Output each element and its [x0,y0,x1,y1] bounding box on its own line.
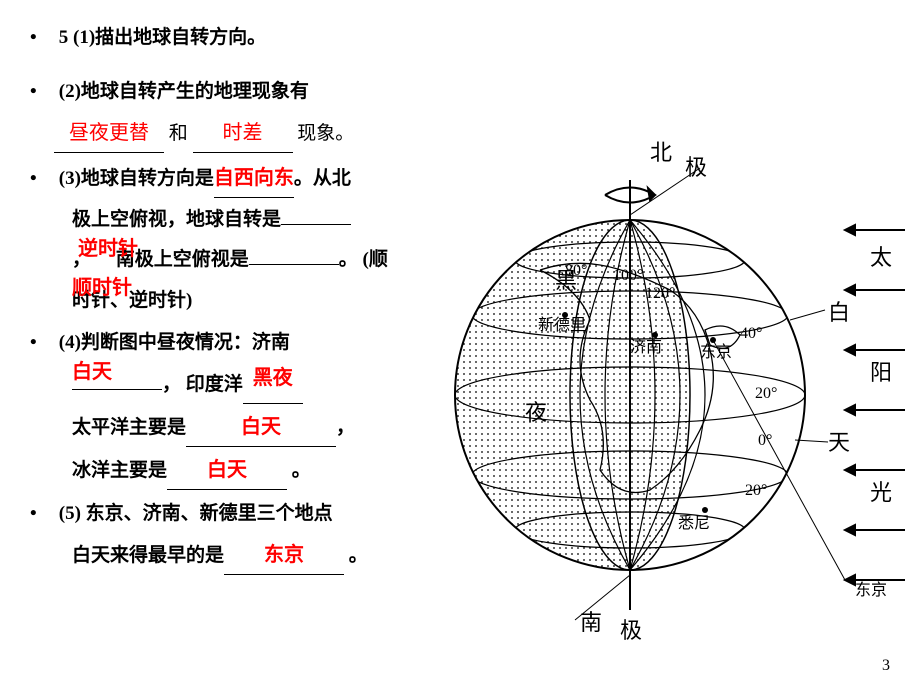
label-xini: 悉尼 [678,514,710,532]
q4-line3: 太平洋主要是 白天 ， [30,408,430,447]
blank-q2b: 时差 [193,114,293,153]
label-tian: 天 [828,430,850,455]
q4-t2: ， 印度洋 [162,374,243,395]
bullet: • [30,20,54,56]
label-pole2: 极 [620,618,642,640]
q3-t6: (顺 [363,249,388,270]
q4-t4: ， [336,417,355,438]
q4-prefix: (4) [59,332,81,353]
q2-suffix: 现象。 [297,123,354,144]
q5-t2: 白天来得最早的是 [72,545,224,566]
ans-q3b: 逆时针 [78,230,138,268]
ans-q4b: 黑夜 [253,367,293,389]
label-lat20n: 20° [755,385,777,402]
q5-line1: • (5) 东京、济南、新德里三个地点 [30,496,430,532]
q4-t1: 判断图中昼夜情况：济南 [81,332,290,353]
q2-t1: 地球自转产生的地理现象有 [81,81,309,102]
q3-line4: 顺时针 时针、逆时针) [30,283,430,319]
ans-q4c: 白天 [241,416,281,438]
bullet: • [30,74,54,110]
q5-prefix: (5) [59,503,81,524]
ans-q2a: 昼夜更替 [69,122,149,144]
q3-t1: 地球自转方向是 [81,168,214,189]
q4-line4: 冰洋主要是 白天 。 [30,451,430,490]
ans-q3a: 自西向东 [214,167,294,189]
ans-q4d: 白天 [207,459,247,481]
dot-xini [702,507,708,513]
blank-q4b: 黑夜 [243,365,303,404]
q5-t3: 。 [349,545,368,566]
label-yang: 阳 [870,360,892,385]
q1-prefix: 5 (1) [59,27,95,48]
bullet: • [30,325,54,361]
q3-line1: • (3)地球自转方向是自西向东。从北 [30,159,430,198]
ans-q3c: 顺时针 [72,269,132,307]
q3-t2: 。从北 [294,168,351,189]
q2-mid: 和 [169,123,188,144]
ans-q2b: 时差 [223,122,263,144]
blank-q5a: 东京 [224,536,344,575]
label-lat40: 40° [740,325,762,342]
blank-q2a: 昼夜更替 [54,114,164,153]
globe-svg: 太 白 阳 天 光 东京 北 极 南 极 夜 黑 [450,120,910,640]
blank-q3b [281,224,351,225]
q4-t3: 太平洋主要是 [72,417,186,438]
q1-text: 描出地球自转方向。 [95,27,266,48]
label-north: 北 [650,140,672,165]
q5-t1: 东京、济南、新德里三个地点 [86,503,333,524]
blank-q4c: 白天 [186,408,336,447]
label-bai: 白 [828,300,850,325]
q2-line1: • (2)地球自转产生的地理现象有 [30,74,430,110]
label-jinan: 济南 [630,338,662,356]
blank-q4a [72,389,162,390]
q5-line2: 白天来得最早的是 东京 。 [30,536,430,575]
q4-line2: 白天 ， 印度洋黑夜 [30,365,430,404]
label-lon120: 120° [645,285,675,302]
globe-diagram: 太 白 阳 天 光 东京 北 极 南 极 夜 黑 [450,120,910,640]
dot-jinan [652,332,658,338]
q2-prefix: (2) [59,81,81,102]
q4-t5: 冰洋主要是 [72,460,167,481]
bullet: • [30,496,54,532]
label-guang: 光 [870,480,892,505]
label-tokyo-arrow: 东京 [855,581,887,599]
q2-line2: 昼夜更替 和 时差 现象。 [30,114,430,153]
blank-q3c [249,264,339,265]
label-ye: 夜 [525,400,547,425]
page-number: 3 [882,657,890,675]
q1-line: • 5 (1)描出地球自转方向。 [30,20,430,56]
q3-t3: 极上空俯视，地球自转是 [72,209,281,230]
ans-q5a: 东京 [264,544,304,566]
ans-q4a: 白天 [72,353,112,391]
q3-prefix: (3) [59,168,81,189]
blank-q3a: 自西向东 [214,159,294,198]
label-tai: 太 [870,245,892,270]
bullet: • [30,161,54,197]
label-xindeli: 新德里 [538,316,586,334]
question-content: • 5 (1)描出地球自转方向。 • (2)地球自转产生的地理现象有 昼夜更替 … [0,0,440,589]
sun-arrows [845,225,905,585]
q3-t5: 。 [339,249,358,270]
blank-q4d: 白天 [167,451,287,490]
label-lat20s: 20° [745,482,767,499]
q4-t6: 。 [292,460,311,481]
